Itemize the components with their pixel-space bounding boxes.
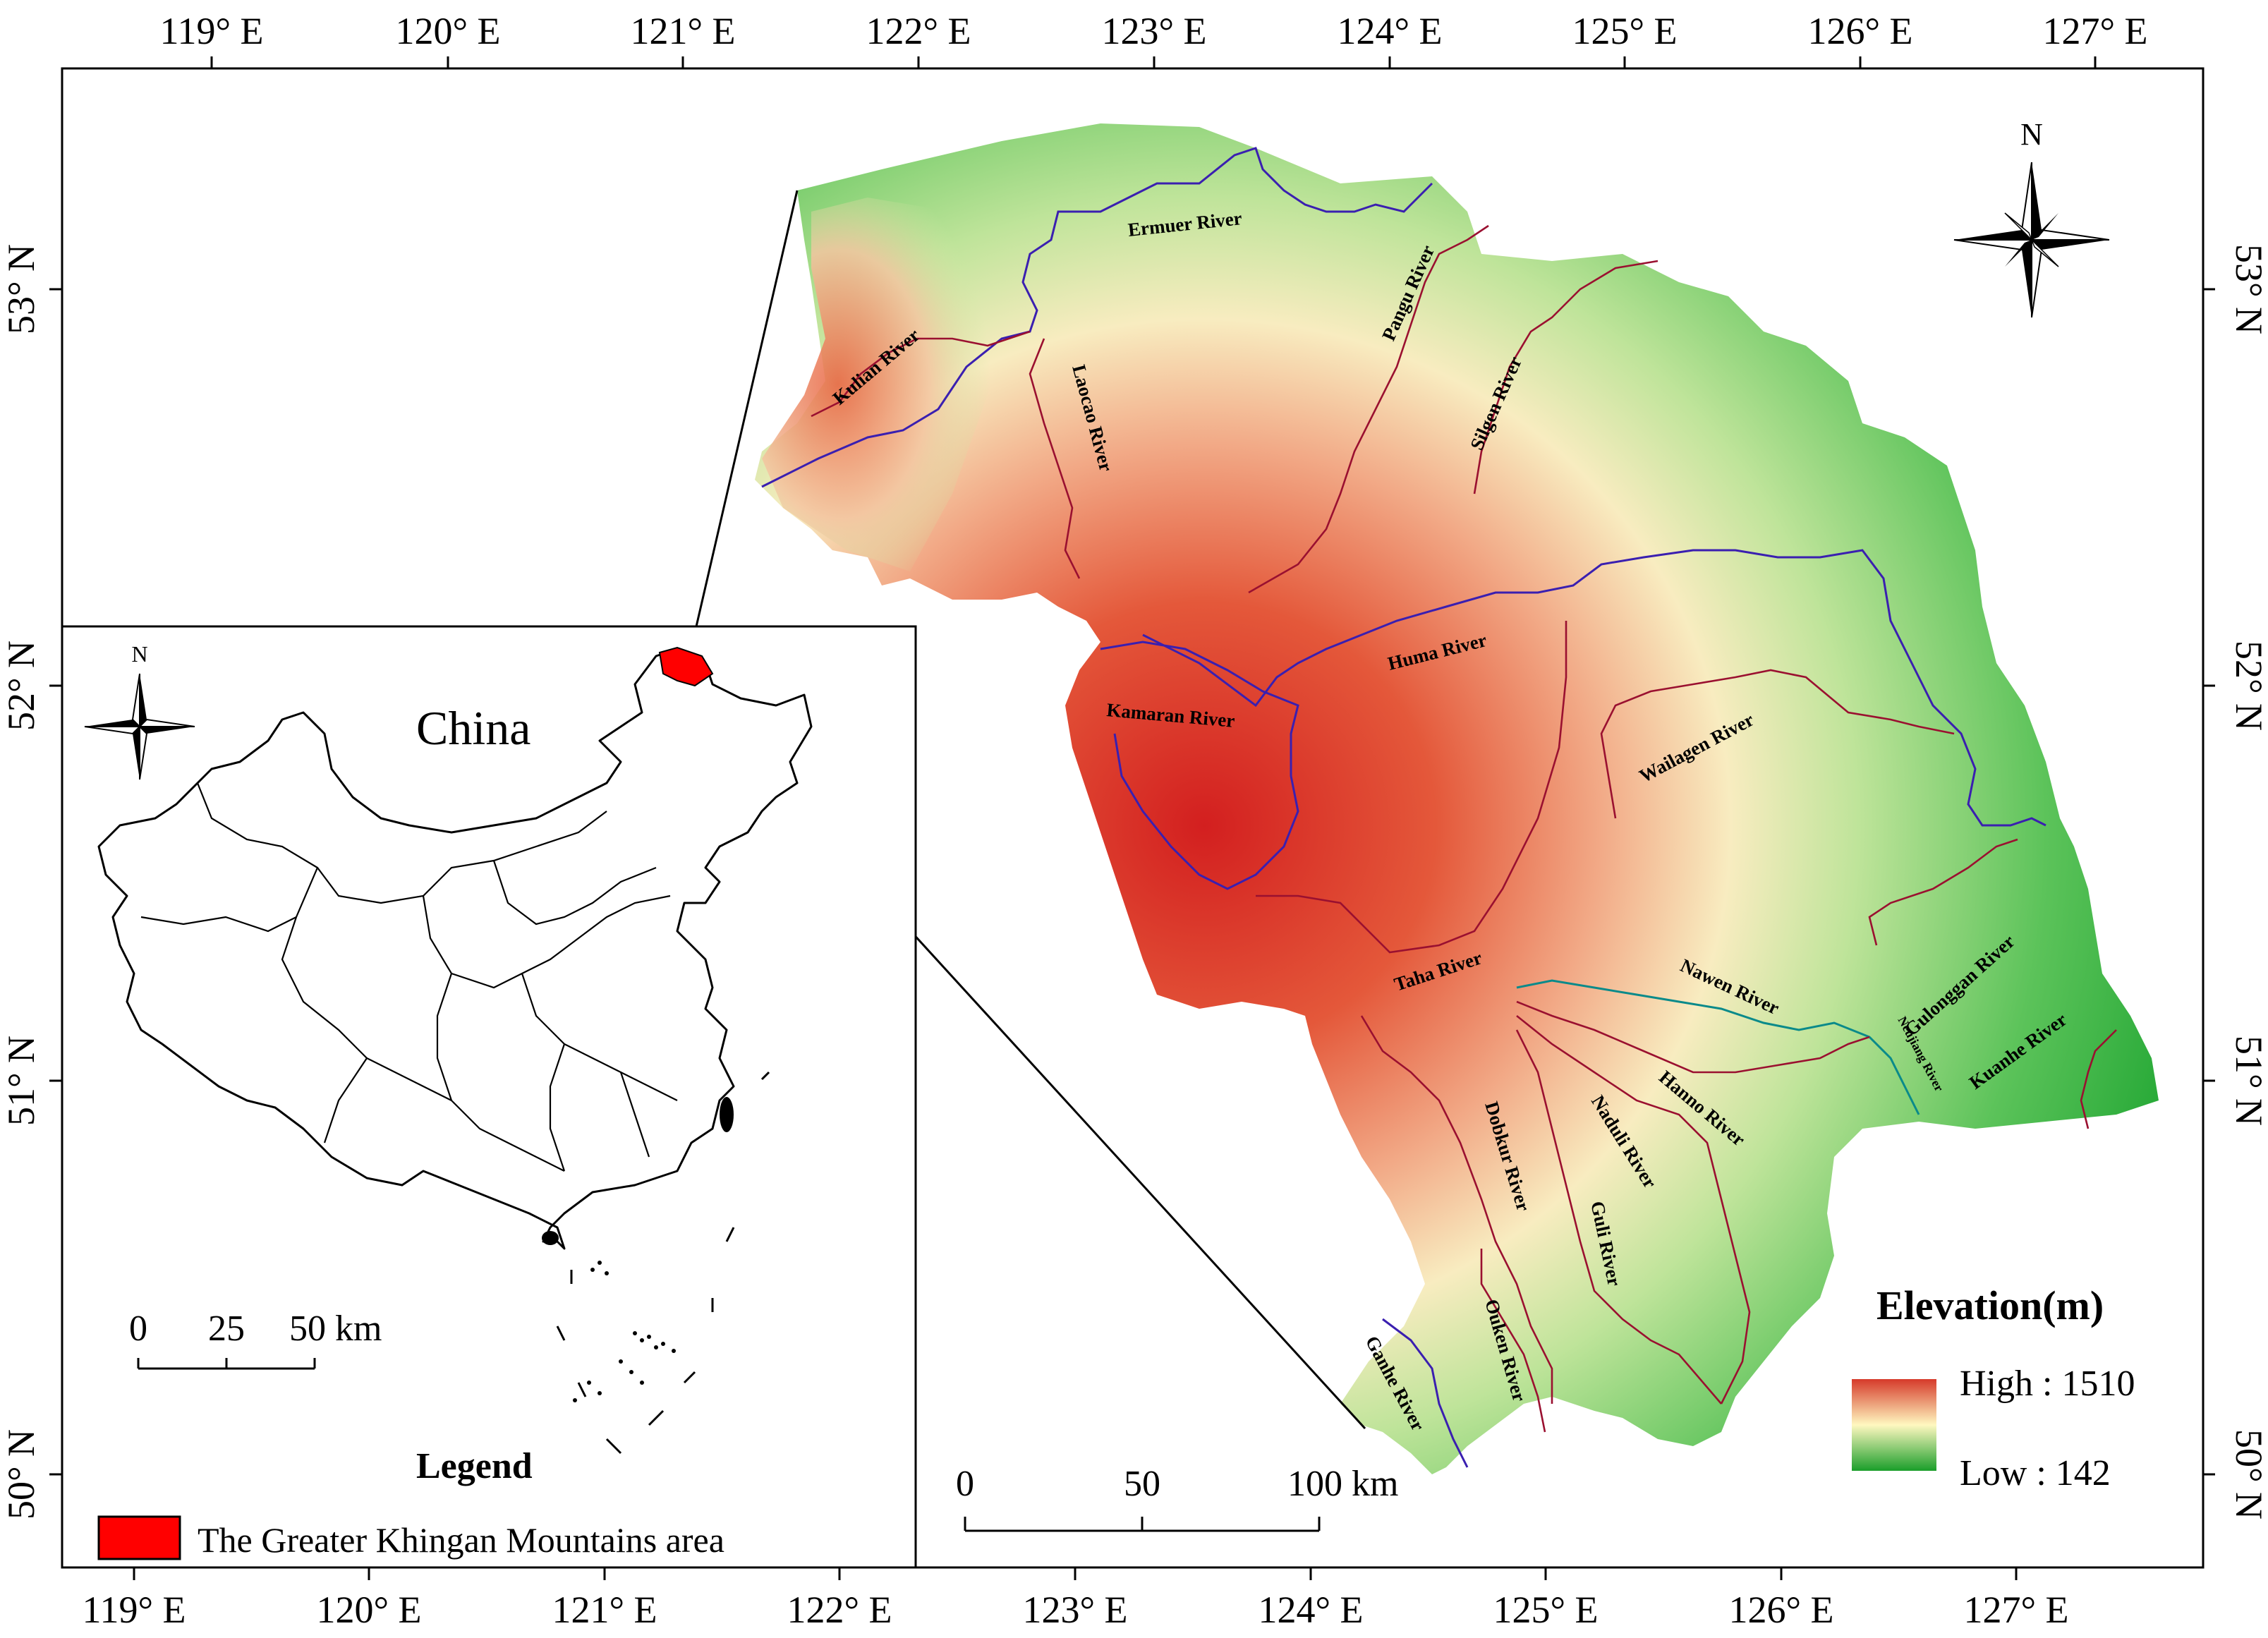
- elevation-legend: Elevation(m) High : 1510 Low : 142: [1852, 1282, 2135, 1493]
- china-outline: [97, 648, 813, 1250]
- taha-river-line: [1256, 621, 1567, 954]
- inset-scale-bar: 0 25 50 km: [129, 1309, 382, 1370]
- lon-label-top: 121° E: [630, 10, 735, 52]
- lon-label-top: 127° E: [2042, 10, 2147, 52]
- lat-label-right: 53° N: [2228, 244, 2268, 334]
- lon-label-bottom: 125° E: [1493, 1589, 1598, 1631]
- legend-item-study-area: The Greater Khingan Mountains area: [198, 1520, 724, 1560]
- elevation-highland-overlay: [762, 198, 1016, 571]
- lon-label-bottom: 120° E: [316, 1589, 421, 1631]
- legend-swatch-study-area: [97, 1515, 181, 1560]
- lat-label-left: 53° N: [0, 244, 42, 334]
- lat-label-right: 50° N: [2228, 1429, 2268, 1519]
- north-arrow-icon: N: [1953, 117, 2110, 318]
- ouken-river-line: [1480, 1249, 1546, 1433]
- kuanhe-river-line: [2080, 1029, 2117, 1129]
- longitude-labels-bottom: 119° E 120° E 121° E 122° E 123° E 124° E 125°…: [82, 1567, 2069, 1631]
- zoom-leader-line-top: [686, 190, 799, 664]
- greater-khingan-inset-highlight: [658, 646, 714, 687]
- inset-nine-dash-line: [556, 1071, 770, 1455]
- nawen-river-line: [1516, 979, 1920, 1115]
- inset-north-label: N: [131, 641, 147, 667]
- elevation-color-ramp: [1852, 1379, 1936, 1471]
- laocao-river-line: [1029, 338, 1081, 579]
- main-scale-tick-0: 0: [956, 1464, 974, 1504]
- north-arrow-label: N: [2020, 117, 2043, 152]
- study-area: [755, 123, 2159, 1474]
- lat-label-right: 52° N: [2228, 641, 2268, 731]
- inset-legend-title: Legend: [416, 1446, 533, 1486]
- lon-label-top: 119° E: [159, 10, 263, 52]
- province-borders: [140, 782, 678, 1172]
- lon-label-top: 125° E: [1572, 10, 1677, 52]
- elevation-surface: [755, 123, 2159, 1474]
- silgen-river-line: [1473, 260, 1658, 495]
- lon-label-top: 120° E: [395, 10, 500, 52]
- inset-scale-tick-2: 50 km: [289, 1309, 382, 1349]
- lon-label-bottom: 122° E: [787, 1589, 892, 1631]
- rivers: [761, 147, 2117, 1468]
- hanno-river-line: [1516, 1000, 1870, 1074]
- elevation-legend-high: High : 1510: [1960, 1364, 2135, 1404]
- inset-islands: [542, 1097, 734, 1402]
- lat-label-left: 51° N: [0, 1036, 42, 1126]
- gulonggan-river-line: [1868, 838, 2018, 946]
- lon-label-bottom: 123° E: [1022, 1589, 1127, 1631]
- lon-label-bottom: 126° E: [1728, 1589, 1833, 1631]
- dobkur-river-line: [1360, 1015, 1553, 1404]
- lon-label-bottom: 127° E: [1963, 1589, 2068, 1631]
- kulian-river-line: [811, 330, 1031, 418]
- main-scale-tick-1: 50: [1124, 1464, 1160, 1504]
- main-scale-tick-2: 100 km: [1287, 1464, 1398, 1504]
- lon-label-top: 126° E: [1807, 10, 1912, 52]
- pangu-river-line: [1248, 224, 1489, 594]
- inset-scale-tick-1: 25: [208, 1309, 245, 1349]
- lon-label-top: 122° E: [866, 10, 971, 52]
- elevation-legend-title: Elevation(m): [1876, 1282, 2104, 1328]
- lon-label-bottom: 119° E: [82, 1589, 186, 1631]
- naduli-river-line: [1516, 1014, 1751, 1405]
- lon-label-bottom: 124° E: [1258, 1589, 1363, 1631]
- wailagen-river-line: [1600, 669, 1955, 819]
- lat-label-right: 51° N: [2228, 1036, 2268, 1126]
- elevation-legend-low: Low : 142: [1960, 1453, 2111, 1493]
- inset-country-label: China: [416, 701, 530, 755]
- latitude-labels-right: 53° N 52° N 51° N 50° N: [2203, 244, 2268, 1519]
- inset-north-arrow-icon: N: [84, 641, 195, 780]
- lon-label-bottom: 121° E: [552, 1589, 657, 1631]
- lon-label-top: 124° E: [1337, 10, 1442, 52]
- guli-river-line: [1515, 1029, 1722, 1405]
- main-scale-bar: 0 50 100 km: [956, 1464, 1398, 1532]
- inset-map: China N: [61, 625, 917, 1569]
- lat-label-left: 52° N: [0, 641, 42, 731]
- lat-label-left: 50° N: [0, 1429, 42, 1519]
- inset-scale-tick-0: 0: [129, 1309, 147, 1349]
- kamaran-river-line: [1100, 641, 1299, 890]
- ganhe-river-line: [1382, 1318, 1469, 1468]
- longitude-labels-top: 119° E 120° E 121° E 122° E 123° E 124° E 125°…: [159, 10, 2148, 68]
- latitude-labels-left: 53° N 52° N 51° N 50° N: [0, 244, 62, 1519]
- ermuer-river-line: [761, 147, 1433, 488]
- huma-river-line: [1142, 549, 2046, 827]
- lon-label-top: 123° E: [1101, 10, 1206, 52]
